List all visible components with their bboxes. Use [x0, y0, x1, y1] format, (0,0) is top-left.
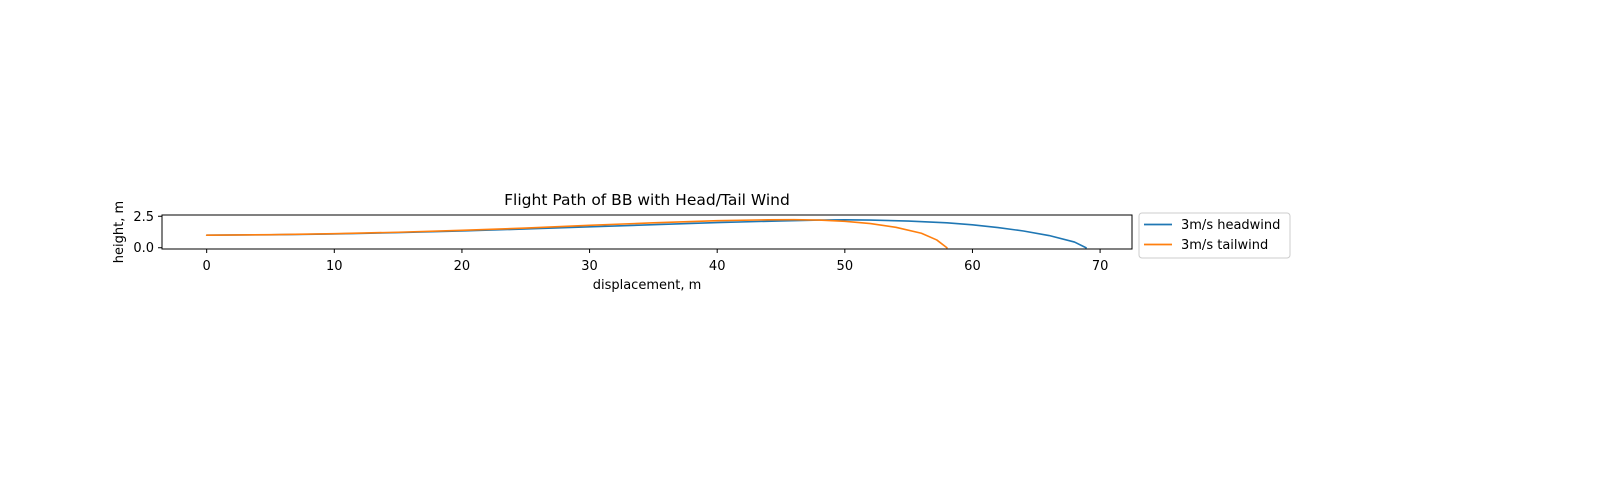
legend-label-1: 3m/s headwind [1181, 218, 1280, 233]
x-tick-label: 60 [964, 259, 981, 274]
x-axis: 0 10 20 30 40 50 60 70 [203, 249, 1109, 274]
chart-title: Flight Path of BB with Head/Tail Wind [504, 191, 790, 209]
x-tick-label: 0 [203, 259, 211, 274]
x-tick-label: 20 [454, 259, 471, 274]
x-tick-label: 50 [837, 259, 854, 274]
x-tick-label: 10 [326, 259, 343, 274]
y-tick-label: 2.5 [133, 210, 154, 225]
legend-items: 3m/s headwind 3m/s tailwind [1144, 218, 1280, 253]
legend-label-2: 3m/s tailwind [1181, 238, 1268, 253]
y-axis: 0.0 2.5 [133, 210, 162, 256]
x-axis-label: displacement, m [593, 278, 702, 293]
y-axis-label: height, m [112, 201, 127, 263]
series-line-2 [205, 218, 948, 249]
legend: 3m/s headwind 3m/s tailwind [1138, 212, 1291, 259]
series-group [205, 218, 1087, 249]
plot-area [161, 214, 1133, 250]
y-tick-label: 0.0 [133, 241, 154, 256]
x-tick-label: 30 [581, 259, 598, 274]
legend-box [1138, 212, 1291, 259]
x-tick-label: 70 [1092, 259, 1109, 274]
x-tick-label: 40 [709, 259, 726, 274]
plot-frame [161, 214, 1133, 250]
